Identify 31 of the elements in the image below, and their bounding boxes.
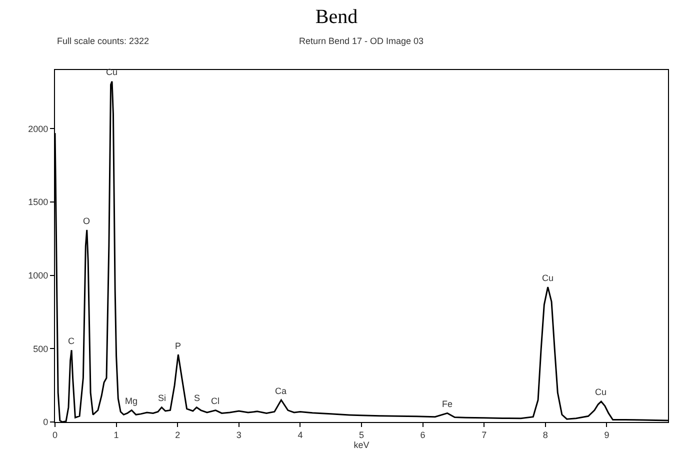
annotation: S <box>194 393 200 403</box>
annotation: C <box>68 336 75 346</box>
y-tick-label: 1500 <box>28 197 48 208</box>
y-tick-label: 0 <box>43 417 48 428</box>
annotation: Cl <box>211 396 220 406</box>
chart-title: Bend <box>315 6 358 28</box>
x-tick-label: 0 <box>52 430 58 440</box>
x-tick-label: 7 <box>482 430 487 440</box>
x-tick-label: 1 <box>114 430 119 440</box>
x-tick-label: 4 <box>298 430 303 440</box>
x-tick-label: 2 <box>175 430 180 440</box>
x-tick-label: 3 <box>236 430 242 440</box>
x-tick-label: 8 <box>542 430 548 440</box>
chart-subtitle: Return Bend 17 - OD Image 03 <box>299 36 424 46</box>
annotation: Si <box>158 393 166 403</box>
y-tick-label: 1000 <box>28 270 48 280</box>
annotation: Ca <box>275 386 287 396</box>
x-tick-label: 6 <box>420 430 426 440</box>
annotation: O <box>83 216 90 226</box>
annotation: P <box>175 341 182 351</box>
x-tick-label: 5 <box>358 430 364 440</box>
text: Full scale counts: 2322 <box>57 36 150 46</box>
annotation: Cu <box>106 67 118 77</box>
y-tick-label: 500 <box>33 344 48 354</box>
x-tick-label: 9 <box>604 430 610 440</box>
annotation: Mg <box>125 396 138 406</box>
y-tick-label: 2000 <box>28 124 48 134</box>
x-axis-title: keV <box>354 440 370 450</box>
annotation: Fe <box>442 399 453 409</box>
annotation: Cu <box>595 387 607 397</box>
annotation: Cu <box>542 273 554 283</box>
